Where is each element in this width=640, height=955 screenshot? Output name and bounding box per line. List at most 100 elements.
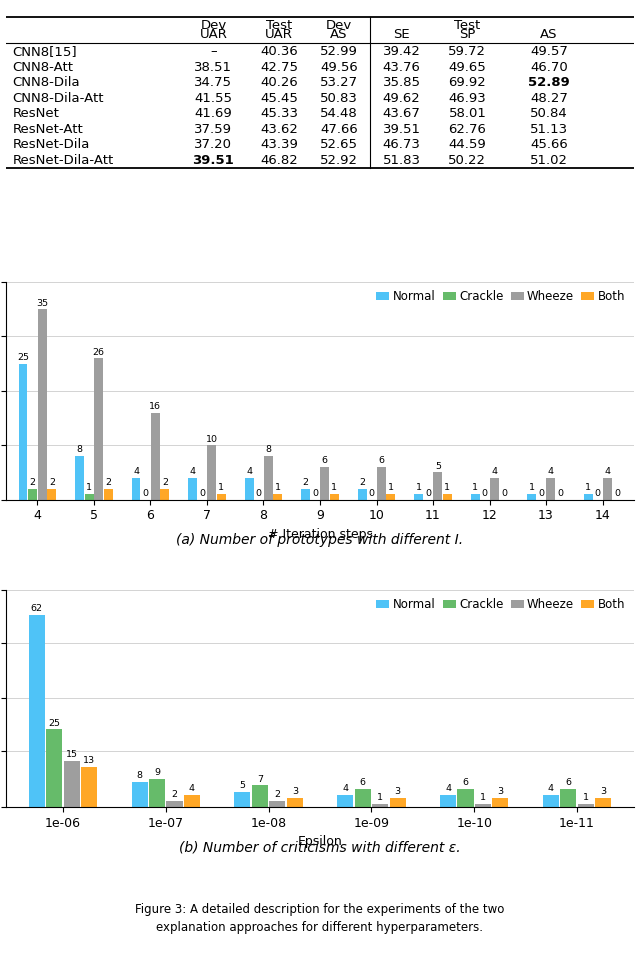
- Text: CNN8-Dila: CNN8-Dila: [13, 76, 80, 90]
- Text: 52.99: 52.99: [320, 46, 358, 58]
- Text: AS: AS: [540, 28, 557, 41]
- Text: 43.39: 43.39: [260, 138, 298, 152]
- Bar: [207, 445, 216, 499]
- Bar: [47, 489, 56, 499]
- Text: 3: 3: [395, 787, 401, 796]
- Bar: [390, 797, 406, 807]
- Text: 13: 13: [83, 756, 95, 765]
- Text: 6: 6: [565, 777, 572, 787]
- Text: 53.27: 53.27: [320, 76, 358, 90]
- Bar: [387, 494, 396, 499]
- Bar: [244, 478, 253, 499]
- Legend: Normal, Crackle, Wheeze, Both: Normal, Crackle, Wheeze, Both: [374, 596, 628, 613]
- Text: 0: 0: [199, 489, 205, 498]
- Text: 41.55: 41.55: [195, 92, 232, 105]
- Text: 0: 0: [369, 489, 374, 498]
- Bar: [458, 789, 474, 807]
- Text: Test: Test: [454, 19, 481, 32]
- Text: 2: 2: [106, 478, 111, 487]
- Text: 5: 5: [435, 461, 441, 471]
- Text: ResNet: ResNet: [13, 107, 60, 120]
- Text: 34.75: 34.75: [195, 76, 232, 90]
- Bar: [132, 478, 141, 499]
- Text: 49.57: 49.57: [530, 46, 568, 58]
- Text: 49.65: 49.65: [449, 61, 486, 74]
- Text: 8: 8: [77, 445, 83, 455]
- Text: 1: 1: [472, 483, 478, 493]
- Bar: [188, 478, 197, 499]
- Text: 1: 1: [415, 483, 422, 493]
- Text: 43.76: 43.76: [383, 61, 420, 74]
- Text: 4: 4: [133, 467, 139, 477]
- Text: (a) Number of prototypes with different I.: (a) Number of prototypes with different …: [177, 533, 463, 547]
- Text: 1: 1: [388, 483, 394, 493]
- Text: 58.01: 58.01: [449, 107, 486, 120]
- Bar: [264, 456, 273, 499]
- Text: 3: 3: [497, 787, 504, 796]
- Text: 0: 0: [143, 489, 148, 498]
- Text: 2: 2: [162, 478, 168, 487]
- Legend: Normal, Crackle, Wheeze, Both: Normal, Crackle, Wheeze, Both: [374, 288, 628, 306]
- Bar: [433, 473, 442, 499]
- Bar: [543, 795, 559, 807]
- Bar: [184, 795, 200, 807]
- Text: 62.76: 62.76: [449, 123, 486, 136]
- X-axis label: # Iteration steps: # Iteration steps: [268, 528, 372, 541]
- Bar: [81, 767, 97, 807]
- Bar: [492, 797, 509, 807]
- Text: 3: 3: [292, 787, 298, 796]
- Text: Figure 3: A detailed description for the experiments of the two
explanation appr: Figure 3: A detailed description for the…: [135, 903, 505, 934]
- Text: 3: 3: [600, 787, 606, 796]
- Text: 0: 0: [312, 489, 318, 498]
- Text: 26: 26: [93, 348, 105, 356]
- Text: 1: 1: [275, 483, 281, 493]
- Text: 48.27: 48.27: [530, 92, 568, 105]
- Bar: [94, 358, 103, 499]
- Bar: [217, 494, 226, 499]
- Text: 1: 1: [332, 483, 337, 493]
- Text: 43.67: 43.67: [383, 107, 420, 120]
- Text: 6: 6: [378, 456, 384, 465]
- Text: 0: 0: [256, 489, 262, 498]
- Text: 4: 4: [548, 784, 554, 793]
- Text: Test: Test: [266, 19, 292, 32]
- Text: (b) Number of criticisms with different ε.: (b) Number of criticisms with different …: [179, 840, 461, 855]
- Text: 41.69: 41.69: [195, 107, 232, 120]
- Bar: [38, 309, 47, 499]
- Text: 2: 2: [303, 478, 308, 487]
- Text: 45.33: 45.33: [260, 107, 298, 120]
- Text: 39.51: 39.51: [383, 123, 420, 136]
- Bar: [440, 795, 456, 807]
- Bar: [19, 364, 28, 499]
- Text: 49.56: 49.56: [320, 61, 358, 74]
- Text: Dev: Dev: [200, 19, 227, 32]
- Bar: [578, 804, 594, 807]
- Text: 16: 16: [149, 402, 161, 411]
- Text: 43.62: 43.62: [260, 123, 298, 136]
- Text: 46.73: 46.73: [383, 138, 420, 152]
- Bar: [337, 795, 353, 807]
- Text: ResNet-Dila-Att: ResNet-Dila-Att: [13, 154, 114, 167]
- Text: 6: 6: [322, 456, 328, 465]
- Text: 4: 4: [445, 784, 451, 793]
- Bar: [273, 494, 282, 499]
- Text: 4: 4: [604, 467, 611, 477]
- Text: 59.72: 59.72: [449, 46, 486, 58]
- Bar: [475, 804, 491, 807]
- Bar: [269, 801, 285, 807]
- Text: CNN8[15]: CNN8[15]: [13, 46, 77, 58]
- Text: 39.42: 39.42: [383, 46, 420, 58]
- Bar: [46, 730, 62, 807]
- Text: 1: 1: [529, 483, 534, 493]
- Text: 38.51: 38.51: [195, 61, 232, 74]
- Text: 4: 4: [548, 467, 554, 477]
- Text: 1: 1: [377, 794, 383, 802]
- Text: 1: 1: [86, 483, 92, 493]
- Text: 40.36: 40.36: [260, 46, 298, 58]
- Text: 46.70: 46.70: [530, 61, 568, 74]
- Bar: [29, 615, 45, 807]
- Text: –: –: [210, 46, 217, 58]
- Text: Dev: Dev: [326, 19, 352, 32]
- Bar: [104, 489, 113, 499]
- Text: 10: 10: [206, 435, 218, 443]
